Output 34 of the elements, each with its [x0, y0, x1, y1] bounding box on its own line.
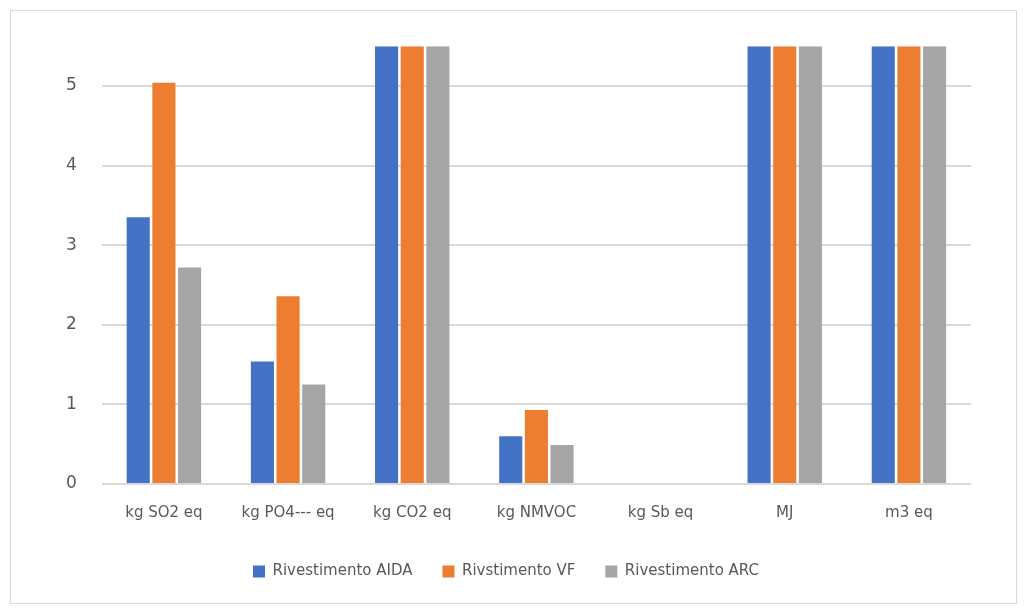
legend-label: Rivstimento VF — [461, 561, 576, 580]
bar — [126, 217, 150, 483]
x-tick-label: kg CO2 eq — [373, 502, 452, 521]
bar — [871, 46, 895, 483]
x-tick-label: m3 eq — [885, 502, 933, 521]
y-tick-label: 5 — [65, 74, 77, 95]
x-tick-label: kg NMVOC — [496, 502, 577, 521]
bar — [302, 384, 326, 483]
y-tick-label: 4 — [65, 154, 77, 175]
y-tick-label: 1 — [65, 392, 77, 413]
y-tick-label: 2 — [65, 313, 77, 334]
y-tick-label: 3 — [65, 233, 77, 254]
bar — [747, 46, 771, 483]
bar — [923, 46, 947, 483]
bar — [250, 361, 274, 483]
x-tick-label: MJ — [776, 502, 794, 521]
bar — [375, 46, 399, 483]
bar — [550, 445, 574, 483]
legend-label: Rivestimento ARC — [624, 561, 760, 580]
bar — [178, 267, 202, 483]
bar — [773, 46, 797, 483]
bar — [499, 436, 523, 483]
bar — [524, 409, 548, 483]
bar — [152, 82, 176, 483]
bar — [276, 296, 300, 483]
x-tick-label: kg Sb eq — [627, 502, 694, 521]
x-tick-label: kg SO2 eq — [125, 502, 203, 521]
x-tick-label: kg PO4--- eq — [241, 502, 335, 521]
bar — [400, 46, 424, 483]
y-tick-label: 0 — [65, 472, 77, 493]
bar — [897, 46, 921, 483]
bar — [798, 46, 822, 483]
legend-label: Rivestimento AIDA — [272, 561, 414, 580]
bar — [426, 46, 450, 483]
